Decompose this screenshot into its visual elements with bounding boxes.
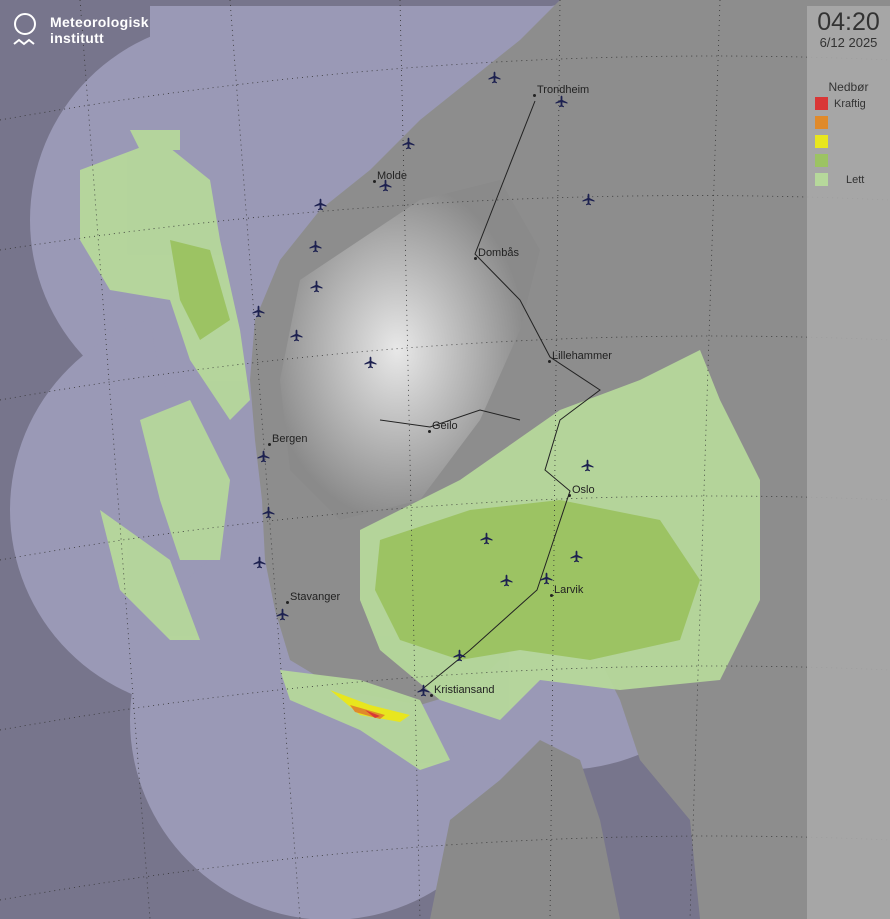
legend-swatch: [815, 154, 828, 167]
city-label: Larvik: [549, 584, 584, 597]
city-label: Trondheim: [532, 84, 590, 97]
airplane-icon[interactable]: [314, 198, 327, 211]
legend-item: [815, 132, 890, 151]
legend-swatch: [815, 173, 828, 186]
airplane-icon[interactable]: [252, 305, 265, 318]
airplane-icon[interactable]: [276, 608, 289, 621]
airplane-icon[interactable]: [309, 240, 322, 253]
airplane-icon[interactable]: [555, 95, 568, 108]
airplane-icon[interactable]: [379, 179, 392, 192]
city-label: Molde: [373, 170, 407, 183]
airplane-icon[interactable]: [364, 356, 377, 369]
legend: Kraftig Lett: [807, 94, 890, 189]
airplane-icon[interactable]: [257, 450, 270, 463]
airplane-icon[interactable]: [480, 532, 493, 545]
borders: [379, 100, 601, 692]
legend-swatch: [815, 135, 828, 148]
city-label: Dombås: [474, 247, 519, 260]
logo-line2: institutt: [50, 30, 105, 46]
info-panel: 04:20 6/12 2025 Nedbør Kraftig Lett: [807, 6, 890, 919]
logo-line1: Meteorologisk: [50, 14, 149, 30]
airplane-icon[interactable]: [582, 193, 595, 206]
airplane-icon[interactable]: [417, 684, 430, 697]
city-label: Stavanger: [285, 591, 341, 604]
airplane-icon[interactable]: [290, 329, 303, 342]
legend-title: Nedbør: [828, 80, 869, 94]
city-label: Kristiansand: [430, 684, 495, 697]
met-logo[interactable]: Meteorologisk institutt: [12, 12, 149, 48]
legend-swatch: [815, 116, 828, 129]
city-label: Bergen: [267, 433, 308, 446]
airplane-icon[interactable]: [581, 459, 594, 472]
legend-item: [815, 151, 890, 170]
airplane-icon[interactable]: [570, 550, 583, 563]
airplane-icon[interactable]: [453, 649, 466, 662]
airplane-icon[interactable]: [540, 572, 553, 585]
legend-item: Kraftig: [815, 94, 890, 113]
date-label: 6/12 2025: [819, 35, 878, 50]
city-label: Lillehammer: [548, 350, 612, 363]
airplane-icon[interactable]: [310, 280, 323, 293]
legend-swatch: [815, 97, 828, 110]
city-label: Geilo: [428, 420, 458, 433]
airplane-icon[interactable]: [262, 506, 275, 519]
logo-icon: [13, 13, 36, 46]
airplane-icon[interactable]: [500, 574, 513, 587]
legend-label: Lett: [846, 173, 865, 186]
logo-text: Meteorologisk institutt: [50, 14, 149, 46]
time-label: 04:20: [817, 8, 880, 36]
airplane-icon[interactable]: [488, 71, 501, 84]
city-label: Oslo: [568, 484, 595, 497]
precipitation-heavy: [330, 690, 410, 722]
legend-item: Lett: [815, 170, 890, 189]
airplane-icon[interactable]: [253, 556, 266, 569]
precipitation-moderate: [170, 240, 700, 660]
airplane-icon[interactable]: [402, 137, 415, 150]
legend-label: Kraftig: [834, 97, 866, 110]
legend-item: [815, 113, 890, 132]
